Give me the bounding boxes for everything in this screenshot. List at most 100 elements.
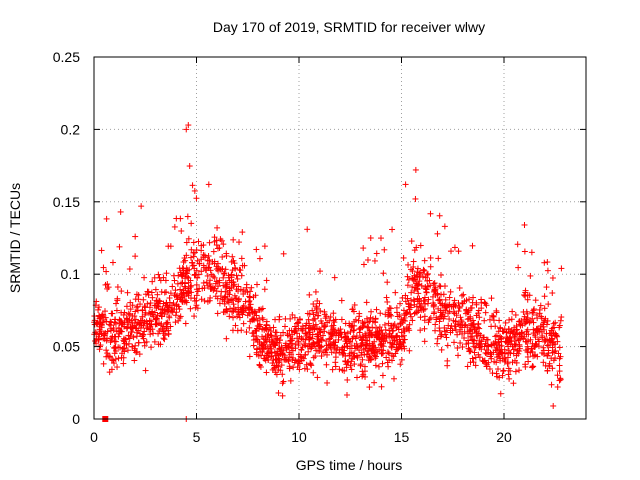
data-point (164, 321, 171, 328)
data-point (279, 350, 286, 357)
data-point (160, 300, 167, 307)
data-point (121, 319, 128, 326)
data-point (343, 364, 350, 371)
data-point (434, 340, 441, 347)
data-point (372, 353, 379, 360)
data-point (230, 236, 237, 243)
data-point (286, 349, 293, 356)
data-point (287, 333, 294, 340)
data-point (403, 326, 410, 333)
data-point (414, 265, 421, 272)
data-point (112, 320, 119, 327)
data-point (489, 312, 496, 319)
data-point (348, 323, 355, 330)
data-point (385, 363, 392, 370)
data-point (550, 357, 557, 364)
data-point (444, 342, 451, 349)
y-tick-label: 0.15 (53, 194, 80, 210)
data-point (149, 278, 156, 285)
data-point (554, 372, 561, 379)
data-point (412, 166, 419, 173)
data-point (344, 376, 351, 383)
data-point (373, 250, 380, 257)
data-point (282, 315, 289, 322)
data-point (512, 368, 519, 375)
data-point (461, 334, 468, 341)
data-point (353, 333, 360, 340)
data-point (521, 248, 528, 255)
data-point (404, 282, 411, 289)
data-point (532, 351, 539, 358)
data-point (412, 195, 419, 202)
data-point (207, 294, 214, 301)
data-point (127, 299, 134, 306)
data-point (521, 313, 528, 320)
x-tick-label: 15 (394, 429, 410, 445)
data-point (284, 330, 291, 337)
data-point (298, 357, 305, 364)
data-point (269, 366, 276, 373)
data-point (213, 237, 220, 244)
data-point (263, 338, 270, 345)
data-point (253, 312, 260, 319)
data-point (376, 330, 383, 337)
data-point (480, 334, 487, 341)
data-point (235, 308, 242, 315)
data-point (219, 253, 226, 260)
data-point (269, 338, 276, 345)
x-tick-label: 10 (291, 429, 307, 445)
data-point (224, 289, 231, 296)
data-point (220, 274, 227, 281)
data-point (424, 300, 431, 307)
x-axis: 0 5 10 15 20 (90, 57, 512, 445)
data-point (147, 300, 154, 307)
data-point (484, 336, 491, 343)
data-point (537, 302, 544, 309)
data-point (312, 321, 319, 328)
data-point (345, 336, 352, 343)
data-point (533, 311, 540, 318)
data-point (376, 346, 383, 353)
data-point (550, 324, 557, 331)
data-point (180, 270, 187, 277)
data-point (433, 314, 440, 321)
data-point (522, 338, 529, 345)
data-point (473, 312, 480, 319)
data-point (153, 320, 160, 327)
data-point (100, 360, 107, 367)
data-point (178, 280, 185, 287)
data-point (147, 323, 154, 330)
data-point (283, 344, 290, 351)
data-point (386, 304, 393, 311)
data-point (397, 300, 404, 307)
data-point (314, 347, 321, 354)
data-point (230, 307, 237, 314)
data-point (455, 352, 462, 359)
data-point (541, 326, 548, 333)
data-point (224, 295, 231, 302)
data-point (414, 273, 421, 280)
data-point (432, 287, 439, 294)
data-point (245, 304, 252, 311)
data-point (211, 234, 218, 241)
data-point (411, 276, 418, 283)
data-point (206, 264, 213, 271)
data-point (441, 302, 448, 309)
data-point (211, 258, 218, 265)
data-point (459, 343, 466, 350)
data-point (315, 333, 322, 340)
data-point (208, 271, 215, 278)
data-point (163, 299, 170, 306)
data-point (165, 313, 172, 320)
data-point (318, 353, 325, 360)
data-point (103, 268, 110, 275)
data-point (321, 328, 328, 335)
data-point (421, 325, 428, 332)
data-point (214, 260, 221, 267)
data-point (95, 336, 102, 343)
data-point (267, 332, 274, 339)
data-point (182, 320, 189, 327)
data-point (543, 284, 550, 291)
data-point (556, 355, 563, 362)
data-point (478, 338, 485, 345)
